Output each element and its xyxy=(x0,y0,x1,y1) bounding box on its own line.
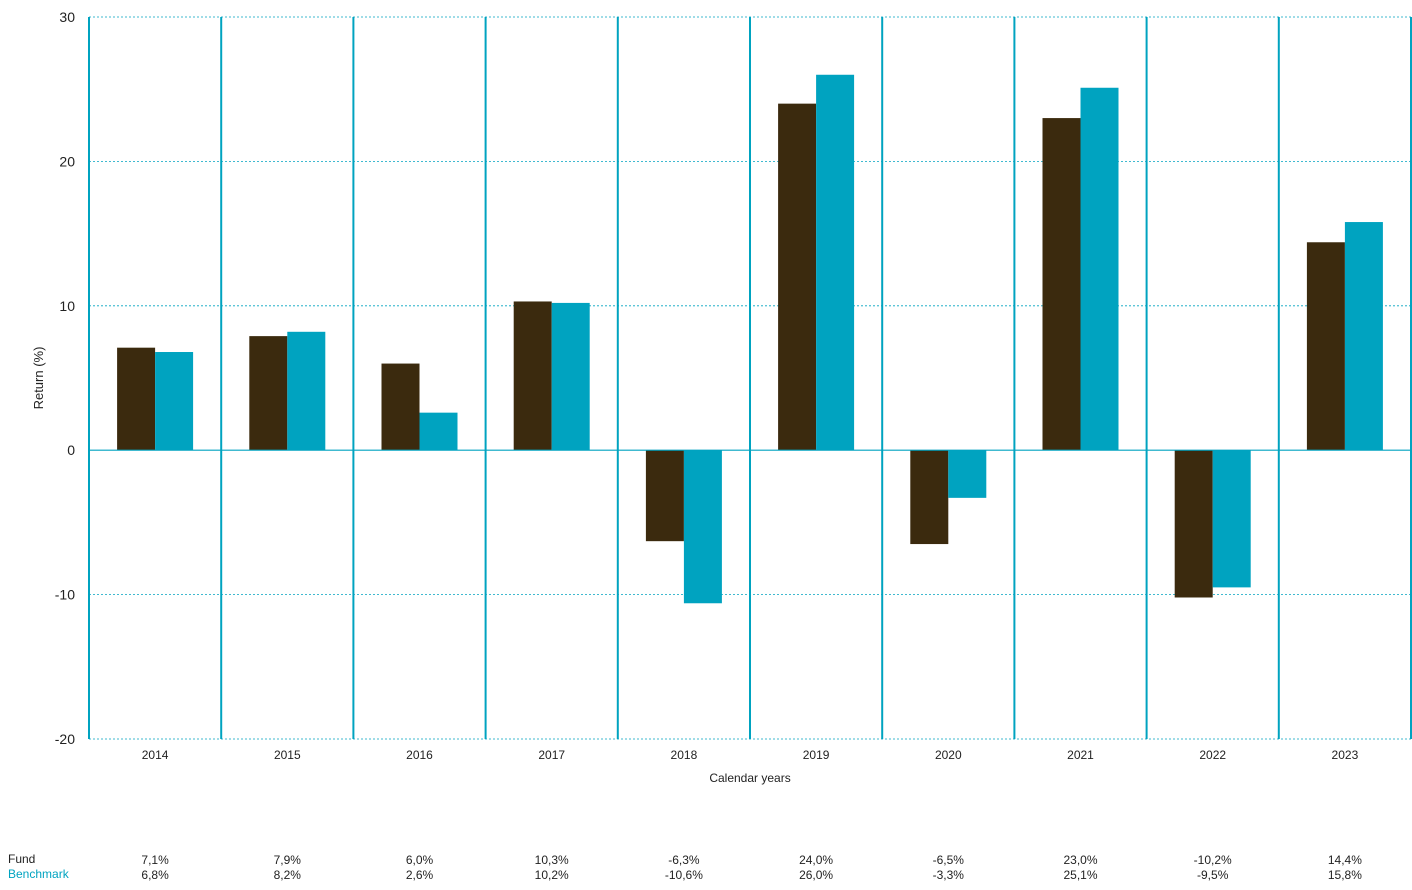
bar-fund xyxy=(381,363,420,451)
x-axis-label: Calendar years xyxy=(709,771,790,785)
x-tick-label: 2017 xyxy=(538,748,565,762)
x-tick-label: 2016 xyxy=(406,748,433,762)
y-tick-label: 20 xyxy=(59,153,75,169)
y-tick-label: -20 xyxy=(55,731,75,747)
benchmark-value-label: 25,1% xyxy=(1063,868,1097,882)
bar-fund xyxy=(1306,242,1345,451)
x-tick-label: 2021 xyxy=(1067,748,1094,762)
x-tick-label: 2014 xyxy=(142,748,169,762)
bar-benchmark xyxy=(948,450,987,498)
bar-fund xyxy=(1042,118,1081,451)
fund-value-label: -6,5% xyxy=(933,853,965,867)
benchmark-value-label: 8,2% xyxy=(274,868,302,882)
y-tick-label: 30 xyxy=(59,9,75,25)
bar-fund xyxy=(513,301,552,451)
benchmark-value-label: -10,6% xyxy=(665,868,703,882)
bar-benchmark xyxy=(551,302,590,451)
y-tick-label: 0 xyxy=(67,442,75,458)
bar-benchmark xyxy=(419,412,458,451)
bar-benchmark xyxy=(1080,87,1119,451)
y-axis-label: Return (%) xyxy=(31,347,46,410)
y-tick-label: -10 xyxy=(55,587,75,603)
benchmark-value-label: 2,6% xyxy=(406,868,434,882)
x-tick-label: 2015 xyxy=(274,748,301,762)
bar-fund xyxy=(910,450,949,545)
legend-benchmark-label: Benchmark xyxy=(8,867,69,881)
benchmark-value-label: 6,8% xyxy=(141,868,169,882)
bar-benchmark xyxy=(1344,222,1383,451)
bar-fund xyxy=(645,450,684,542)
x-tick-label: 2018 xyxy=(671,748,698,762)
x-tick-label: 2022 xyxy=(1199,748,1226,762)
bar-fund xyxy=(1174,450,1213,598)
bar-benchmark xyxy=(155,352,194,451)
fund-value-label: 6,0% xyxy=(406,853,434,867)
legend-fund-label: Fund xyxy=(8,852,36,866)
fund-value-label: 7,9% xyxy=(274,853,302,867)
x-tick-label: 2023 xyxy=(1332,748,1359,762)
fund-value-label: -10,2% xyxy=(1194,853,1232,867)
bar-benchmark xyxy=(683,450,722,604)
fund-value-label: 24,0% xyxy=(799,853,833,867)
bar-fund xyxy=(778,103,817,451)
bar-fund xyxy=(117,347,156,451)
y-tick-label: 10 xyxy=(59,298,75,314)
fund-value-label: 14,4% xyxy=(1328,853,1362,867)
bar-benchmark xyxy=(816,74,855,451)
benchmark-value-label: 15,8% xyxy=(1328,868,1362,882)
fund-value-label: -6,3% xyxy=(668,853,700,867)
bar-benchmark xyxy=(1212,450,1251,588)
bar-benchmark xyxy=(287,331,326,451)
fund-value-label: 23,0% xyxy=(1063,853,1097,867)
benchmark-value-label: -3,3% xyxy=(933,868,965,882)
benchmark-value-label: 26,0% xyxy=(799,868,833,882)
benchmark-value-label: 10,2% xyxy=(535,868,569,882)
benchmark-value-label: -9,5% xyxy=(1197,868,1229,882)
x-tick-label: 2019 xyxy=(803,748,830,762)
fund-value-label: 10,3% xyxy=(535,853,569,867)
x-tick-label: 2020 xyxy=(935,748,962,762)
bar-fund xyxy=(249,336,288,451)
fund-value-label: 7,1% xyxy=(141,853,169,867)
